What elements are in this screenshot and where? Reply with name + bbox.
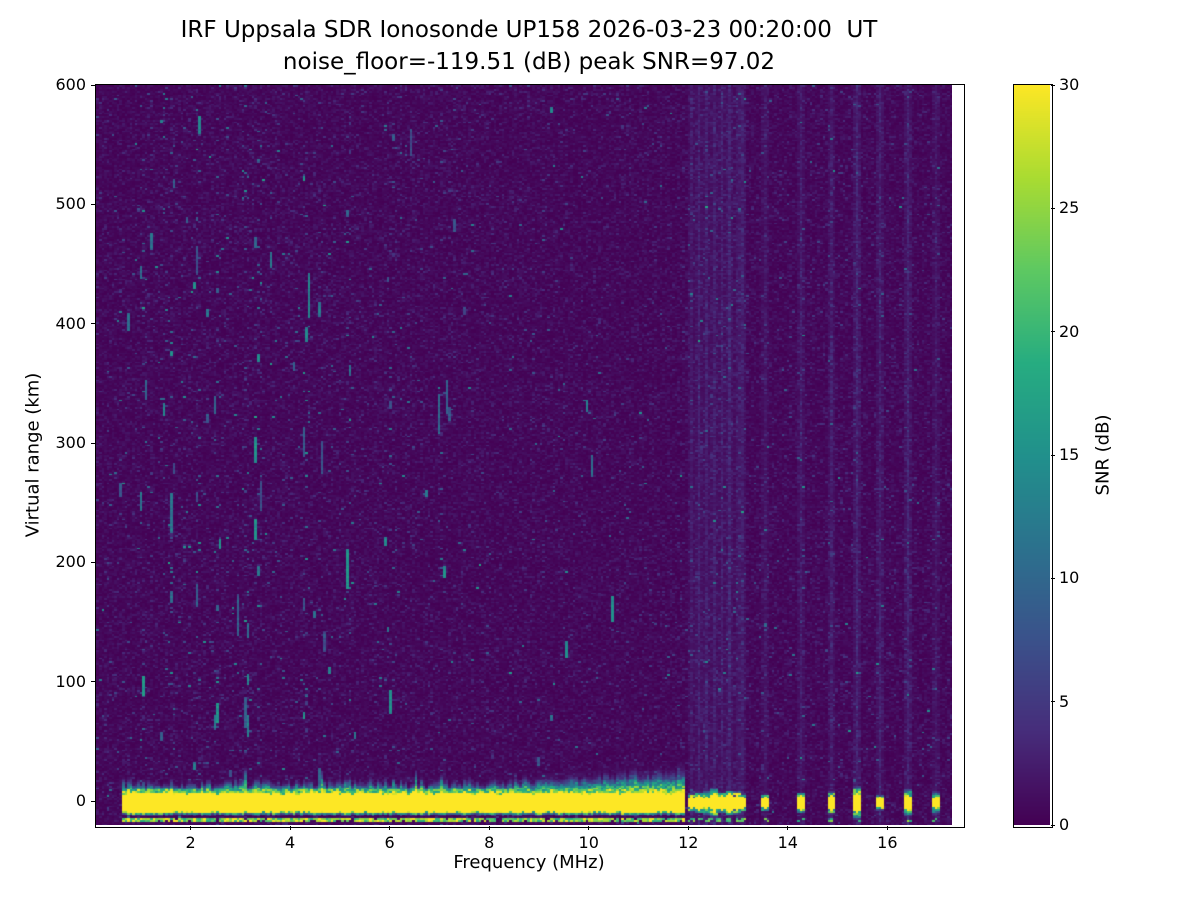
colorbar-tick-mark xyxy=(1051,824,1055,826)
x-tick-mark xyxy=(787,826,789,830)
ionogram-heatmap-canvas xyxy=(96,85,952,825)
y-tick-label: 0 xyxy=(75,791,86,811)
y-tick-mark xyxy=(91,323,95,325)
x-tick-mark xyxy=(289,826,291,830)
x-tick-mark xyxy=(389,826,391,830)
x-tick-label: 6 xyxy=(384,833,395,852)
plot-area xyxy=(95,84,965,828)
x-tick-label: 2 xyxy=(185,833,196,852)
y-tick-label: 100 xyxy=(55,671,86,691)
colorbar-tick-mark xyxy=(1051,454,1055,456)
colorbar-tick-mark xyxy=(1051,207,1055,209)
colorbar xyxy=(1013,84,1053,828)
y-tick-mark xyxy=(91,561,95,563)
y-tick-label: 300 xyxy=(55,433,86,453)
colorbar-tick-mark xyxy=(1051,331,1055,333)
y-tick-mark xyxy=(91,442,95,444)
x-axis-label: Frequency (MHz) xyxy=(453,852,605,873)
y-axis-label: Virtual range (km) xyxy=(22,372,44,538)
x-tick-mark xyxy=(588,826,590,830)
y-tick-label: 400 xyxy=(55,313,86,333)
colorbar-label: SNR (dB) xyxy=(1092,414,1114,496)
y-tick-mark xyxy=(91,681,95,683)
y-tick-label: 200 xyxy=(55,552,86,572)
colorbar-gradient-canvas xyxy=(1014,85,1050,825)
y-tick-label: 600 xyxy=(55,75,86,94)
colorbar-tick-mark xyxy=(1051,84,1055,86)
colorbar-tick-label: 10 xyxy=(1059,568,1080,588)
colorbar-tick-mark xyxy=(1051,577,1055,579)
x-tick-mark xyxy=(687,826,689,830)
x-tick-label: 12 xyxy=(678,833,699,852)
y-tick-label: 500 xyxy=(55,194,86,214)
x-tick-label: 8 xyxy=(484,833,495,852)
chart-subtitle: noise_floor=-119.51 (dB) peak SNR=97.02 xyxy=(282,49,776,75)
x-tick-mark xyxy=(488,826,490,830)
x-tick-label: 10 xyxy=(578,833,599,852)
colorbar-tick-mark xyxy=(1051,701,1055,703)
colorbar-tick-label: 25 xyxy=(1059,198,1080,218)
x-tick-label: 4 xyxy=(285,833,296,852)
y-tick-mark xyxy=(91,84,95,86)
x-tick-mark xyxy=(886,826,888,830)
chart-title: IRF Uppsala SDR Ionosonde UP158 2026-03-… xyxy=(180,17,878,43)
colorbar-tick-label: 15 xyxy=(1059,445,1080,464)
colorbar-tick-label: 5 xyxy=(1059,691,1070,711)
y-tick-mark xyxy=(91,800,95,802)
colorbar-tick-label: 20 xyxy=(1059,321,1080,341)
colorbar-tick-label: 0 xyxy=(1059,815,1070,834)
x-tick-label: 14 xyxy=(777,833,798,852)
y-tick-mark xyxy=(91,203,95,205)
x-tick-label: 16 xyxy=(877,833,898,852)
x-tick-mark xyxy=(190,826,192,830)
colorbar-tick-label: 30 xyxy=(1059,75,1080,94)
